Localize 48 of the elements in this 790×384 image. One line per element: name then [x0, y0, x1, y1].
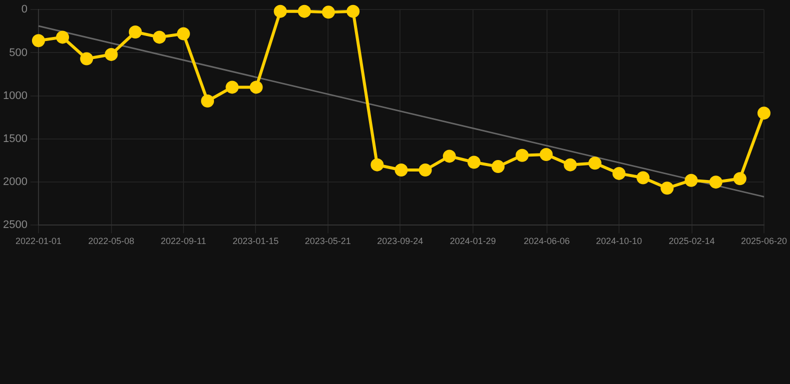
point: [660, 182, 674, 195]
x-tick-label: 2024-06-06: [524, 236, 570, 246]
point: [612, 166, 626, 180]
x-tick-label: 2025-02-14: [668, 236, 715, 246]
x-tick-label: 2025-06-20: [740, 236, 788, 246]
x-tick-label: 2022-05-08: [88, 236, 134, 246]
point: [250, 80, 263, 94]
point: [709, 176, 722, 189]
point: [201, 94, 214, 108]
x-tick-label: 2022-09-11: [160, 236, 206, 246]
x-tick-label: 2024-01-29: [450, 236, 496, 246]
point: [322, 6, 335, 19]
y-tick-label: 1000: [2, 90, 28, 102]
point: [128, 26, 142, 39]
point: [516, 148, 529, 162]
x-tick-label: 2023-05-21: [304, 236, 351, 246]
point: [394, 164, 408, 177]
x-tick-label: 2023-01-15: [232, 236, 279, 246]
point: [32, 34, 45, 48]
y-tick-label: 1500: [2, 132, 28, 145]
point: [442, 150, 456, 163]
point: [492, 160, 505, 174]
point: [540, 148, 553, 161]
point: [684, 174, 698, 187]
y-tick-label: 2000: [2, 176, 28, 188]
point: [733, 172, 746, 186]
y-tick-label: 500: [9, 46, 28, 59]
x-tick-label: 2024-10-10: [596, 236, 642, 246]
point: [468, 156, 481, 169]
point: [564, 158, 577, 172]
point: [274, 4, 287, 18]
y-tick-label: 0: [21, 4, 28, 16]
point: [757, 106, 770, 120]
point: [298, 4, 311, 18]
point: [152, 30, 166, 44]
point: [588, 156, 602, 170]
point: [104, 48, 118, 61]
x-tick-label: 2023-09-24: [377, 236, 424, 246]
point: [176, 27, 190, 40]
point: [226, 80, 239, 94]
point: [418, 164, 432, 177]
point: [56, 30, 70, 44]
x-tick-label: 2022-01-01: [15, 236, 62, 246]
point: [636, 171, 650, 184]
y-tick-label: 2500: [2, 219, 28, 232]
point: [370, 158, 384, 172]
point: [80, 52, 94, 66]
point: [346, 4, 360, 18]
